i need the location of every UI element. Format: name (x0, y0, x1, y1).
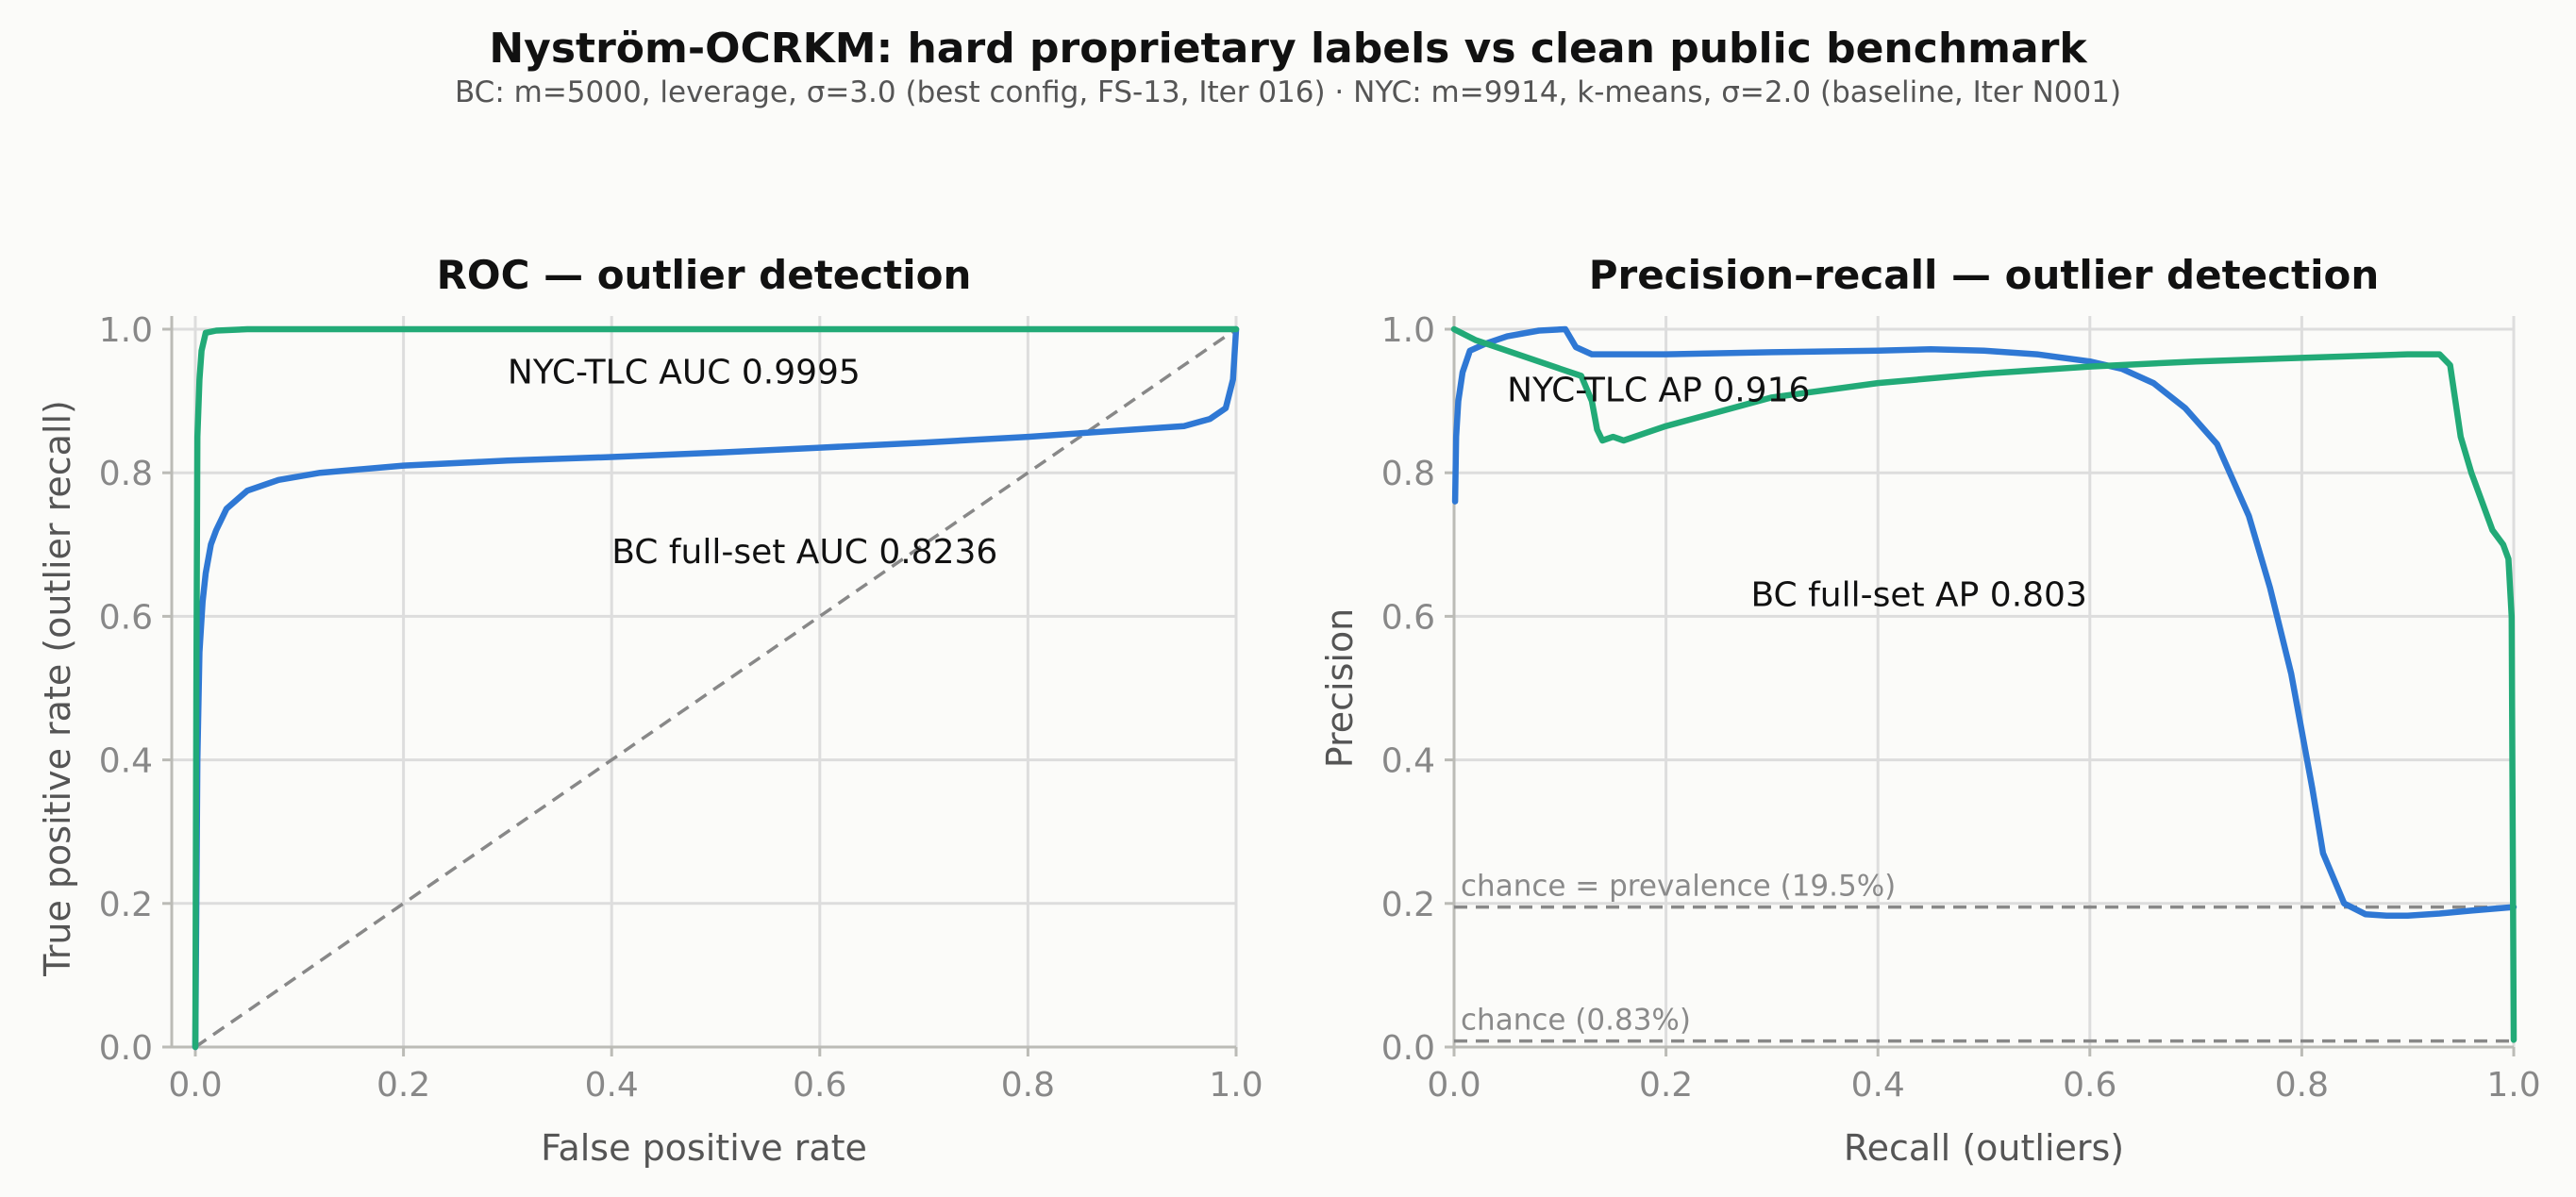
y-tick-label: 0.0 (99, 1029, 153, 1068)
x-tick-label: 1.0 (2486, 1066, 2540, 1105)
x-tick-label: 0.2 (1639, 1066, 1693, 1105)
y-tick-label: 0.2 (99, 886, 153, 924)
y-tick-label: 1.0 (1381, 311, 1435, 350)
x-tick-label: 0.8 (2275, 1066, 2329, 1105)
y-tick-label: 0.4 (1381, 742, 1435, 781)
x-axis-label: Recall (outliers) (1844, 1127, 2124, 1169)
annotation-label: NYC-TLC AP 0.916 (1507, 372, 1810, 410)
y-tick-label: 1.0 (99, 311, 153, 350)
figure-title: Nyström-OCRKM: hard proprietary labels v… (489, 25, 2088, 73)
chance-line-label: chance (0.83%) (1461, 1004, 1691, 1038)
y-tick-label: 0.4 (99, 742, 153, 781)
y-tick-label: 0.8 (1381, 455, 1435, 493)
y-tick-label: 0.0 (1381, 1029, 1435, 1068)
x-axis-label: False positive rate (541, 1127, 867, 1169)
series-line-bc (1451, 325, 2517, 919)
series-line-nyc (1450, 325, 2517, 1043)
panel-title: Precision–recall — outlier detection (1589, 252, 2380, 298)
x-tick-label: 1.0 (1209, 1066, 1263, 1105)
y-tick-label: 0.6 (1381, 598, 1435, 637)
panel-title: ROC — outlier detection (437, 252, 972, 298)
pr-panel: 0.0 0.2 0.4 0.6 0.8 1.0 0.0 0.2 0.4 0.6 0.8 1.0 Prec… (1319, 252, 2541, 1169)
annotation-label: NYC-TLC AUC 0.9995 (508, 354, 861, 392)
y-tick-label: 0.8 (99, 455, 153, 493)
y-axis-label: Precision (1319, 608, 1361, 769)
x-tick-label: 0.6 (793, 1066, 846, 1105)
x-tick-label: 0.4 (585, 1066, 639, 1105)
chance-line-label: chance = prevalence (19.5%) (1461, 870, 1896, 904)
x-tick-label: 0.0 (168, 1066, 222, 1105)
chance-diagonal (194, 327, 1237, 1049)
x-tick-label: 0.6 (2063, 1066, 2116, 1105)
series-line-nyc (192, 325, 1240, 1051)
y-tick-label: 0.6 (99, 598, 153, 637)
roc-panel: 0.0 0.2 0.4 0.6 0.8 1.0 0.0 0.2 0.4 0.6 0.8 1.0 ROC … (37, 252, 1263, 1169)
y-tick-label: 0.2 (1381, 886, 1435, 924)
x-tick-label: 0.2 (376, 1066, 430, 1105)
annotation-label: BC full-set AUC 0.8236 (611, 533, 997, 572)
x-tick-label: 0.4 (1851, 1066, 1905, 1105)
x-tick-label: 0.0 (1427, 1066, 1480, 1105)
annotation-label: BC full-set AP 0.803 (1750, 576, 2086, 615)
x-tick-label: 0.8 (1001, 1066, 1055, 1105)
series-line-bc (192, 325, 1240, 1051)
y-axis-label: True positive rate (outlier recall) (37, 400, 78, 977)
figure-subtitle: BC: m=5000, leverage, σ=3.0 (best config… (455, 75, 2121, 109)
